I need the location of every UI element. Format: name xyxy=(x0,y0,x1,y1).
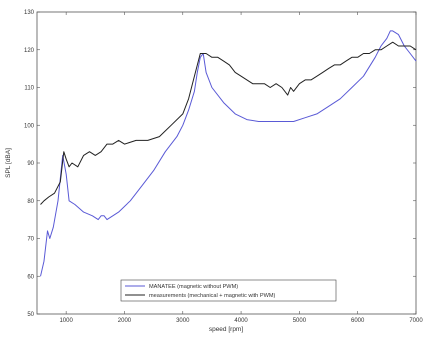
legend-label-manatee: MANATEE (magnetic without PWM) xyxy=(149,284,238,290)
y-axis: 50 60 70 80 90 100 110 120 130 xyxy=(24,10,416,318)
legend-label-measurements: measurements (mechanical + magnetic with… xyxy=(149,293,276,299)
y-tick-label: 60 xyxy=(27,274,34,280)
x-axis-label: speed [rpm] xyxy=(209,326,244,333)
y-tick-label: 80 xyxy=(27,199,34,205)
y-axis-label: SPL [dBA] xyxy=(5,148,12,178)
y-tick-label: 120 xyxy=(24,48,35,54)
y-tick-label: 70 xyxy=(27,237,34,243)
y-tick-label: 100 xyxy=(24,123,35,129)
x-tick-label: 1000 xyxy=(59,318,73,324)
plot-area xyxy=(36,11,417,315)
y-tick-label: 50 xyxy=(27,312,34,318)
series-line-measurements xyxy=(40,41,417,205)
y-tick-label: 110 xyxy=(24,86,34,92)
series-line-manatee xyxy=(40,30,417,277)
x-tick-label: 7000 xyxy=(409,318,423,324)
x-tick-label: 5000 xyxy=(293,318,307,324)
legend-box xyxy=(120,279,337,302)
x-tick-label: 2000 xyxy=(118,318,132,324)
x-tick-label: 3000 xyxy=(176,318,190,324)
legend: MANATEE (magnetic without PWM) measureme… xyxy=(120,279,337,302)
x-axis: 1000 2000 3000 4000 5000 6000 7000 xyxy=(59,12,423,324)
y-tick-label: 130 xyxy=(24,10,35,16)
x-tick-label: 4000 xyxy=(234,318,248,324)
y-tick-label: 90 xyxy=(27,161,34,167)
series-layer xyxy=(40,30,417,277)
x-tick-label: 6000 xyxy=(351,318,365,324)
